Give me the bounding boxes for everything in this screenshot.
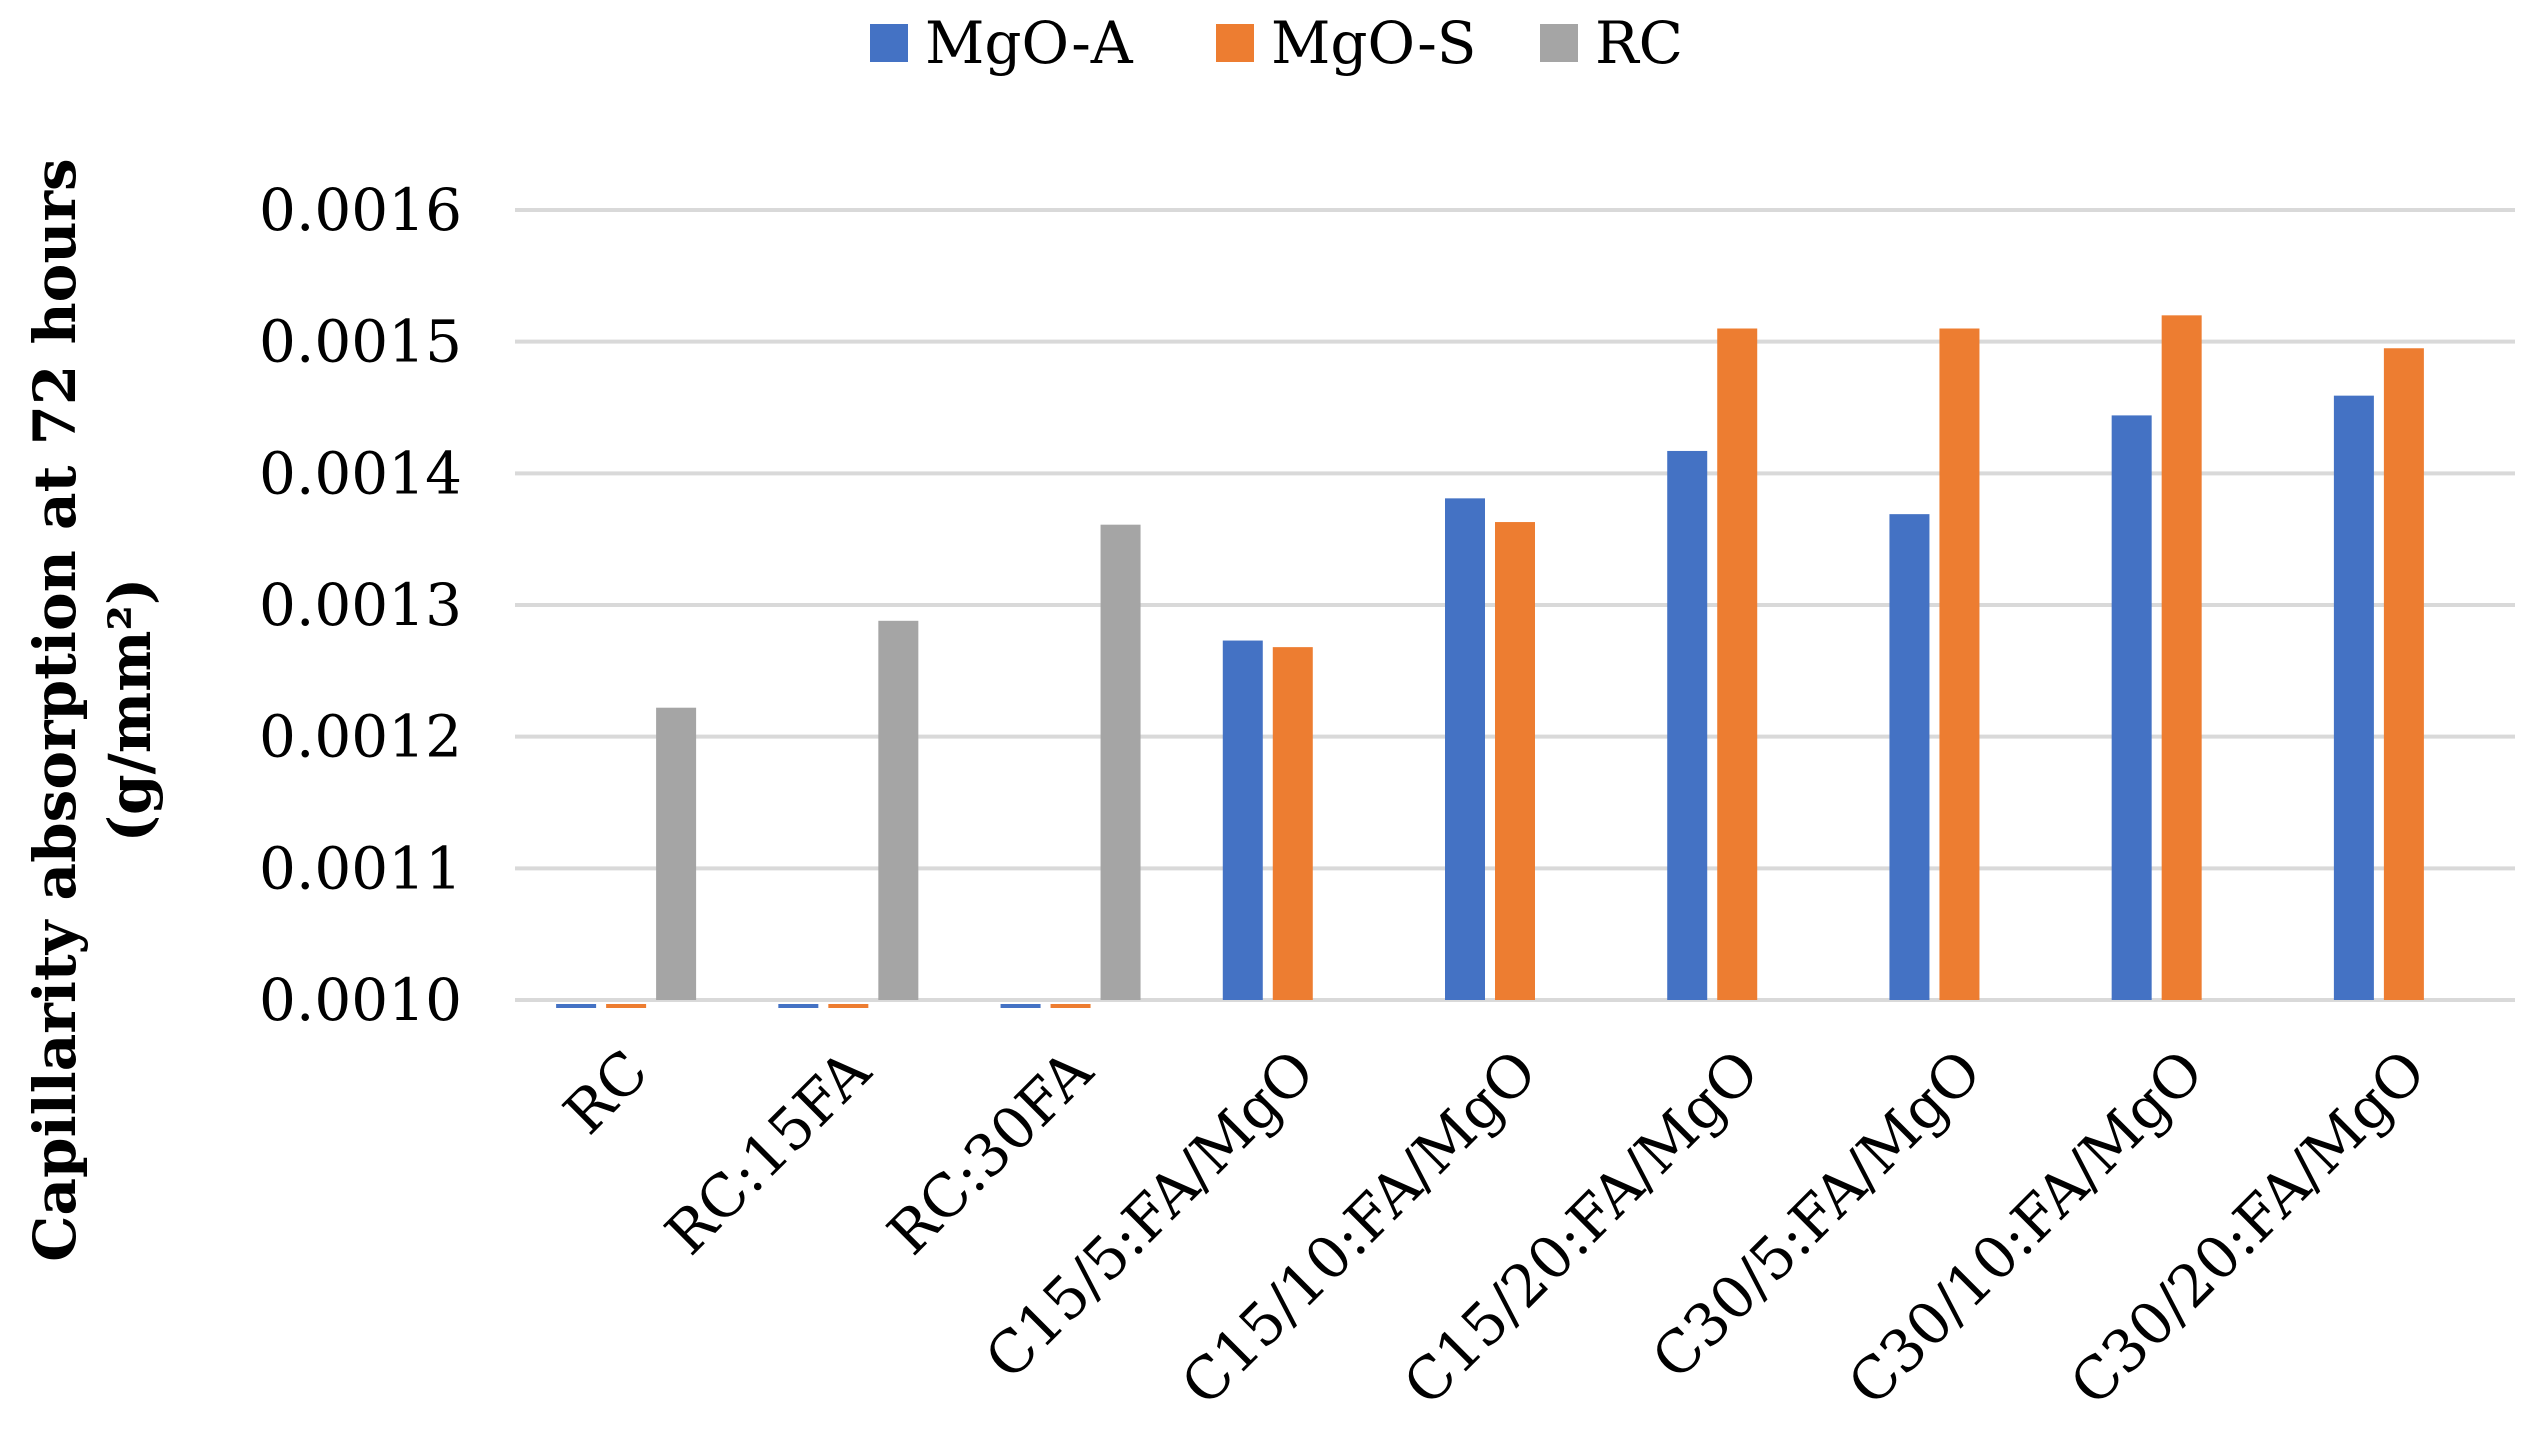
x-category-label: RC:15FA bbox=[652, 1036, 884, 1268]
bar-mgo-a-5 bbox=[1445, 498, 1485, 1000]
bar-mgo-a-6 bbox=[1667, 450, 1708, 1000]
x-axis-categories: RCRC:15FARC:30FAC15/5:FA/MgOC15/10:FA/Mg… bbox=[551, 1036, 2439, 1418]
y-tick-label: 0.0016 bbox=[259, 176, 462, 244]
bar-mgo-a-9 bbox=[2333, 395, 2374, 1000]
bar-mgo-a-3 bbox=[1000, 1004, 1041, 1008]
legend-swatch-mgo-s bbox=[1216, 24, 1254, 62]
y-tick-label: 0.0013 bbox=[259, 571, 462, 639]
legend-swatch-mgo-a bbox=[870, 24, 908, 62]
y-tick-label: 0.0012 bbox=[259, 703, 462, 771]
y-tick-label: 0.0014 bbox=[259, 439, 462, 507]
bar-mgo-s-6 bbox=[1717, 328, 1758, 1000]
legend-label-mgo-a: MgO-A bbox=[925, 9, 1134, 77]
y-axis-title-line2: (g/mm²) bbox=[96, 578, 164, 843]
x-category-label: RC:30FA bbox=[875, 1036, 1107, 1268]
bar-mgo-s-4 bbox=[1272, 647, 1313, 1000]
bar-mgo-s-3 bbox=[1050, 1004, 1091, 1008]
bar-mgo-s-5 bbox=[1495, 522, 1535, 1000]
bar-mgo-a-7 bbox=[1889, 514, 1930, 1000]
y-tick-label: 0.0015 bbox=[259, 308, 462, 376]
legend-swatch-rc bbox=[1540, 24, 1578, 62]
bars bbox=[556, 315, 2424, 1008]
legend-label-mgo-s: MgO-S bbox=[1271, 9, 1477, 77]
bar-mgo-s-7 bbox=[1939, 328, 1980, 1000]
legend: MgO-A MgO-S RC bbox=[870, 9, 1683, 77]
bar-rc-1 bbox=[656, 707, 697, 1000]
bar-mgo-a-2 bbox=[778, 1004, 819, 1008]
y-tick-label: 0.0011 bbox=[259, 834, 462, 902]
y-axis-title-line1: Capillarity absorption at 72 hours bbox=[21, 158, 89, 1261]
bar-mgo-s-9 bbox=[2383, 348, 2424, 1000]
y-axis-ticks: 0.0010 0.0011 0.0012 0.0013 0.0014 0.0015 0.00… bbox=[259, 176, 462, 1034]
bar-rc-3 bbox=[1100, 524, 1141, 1000]
bar-mgo-a-1 bbox=[556, 1004, 597, 1008]
bar-mgo-s-2 bbox=[828, 1004, 869, 1008]
bar-mgo-s-1 bbox=[606, 1004, 647, 1008]
y-tick-label: 0.0010 bbox=[259, 966, 462, 1034]
bar-mgo-a-4 bbox=[1222, 640, 1263, 1000]
legend-label-rc: RC bbox=[1595, 9, 1683, 77]
y-axis-title: Capillarity absorption at 72 hours (g/mm… bbox=[21, 158, 164, 1261]
bar-mgo-s-8 bbox=[2161, 315, 2202, 1000]
x-category-label: RC bbox=[551, 1037, 661, 1147]
bar-mgo-a-8 bbox=[2111, 415, 2152, 1000]
bar-rc-2 bbox=[878, 620, 919, 1000]
